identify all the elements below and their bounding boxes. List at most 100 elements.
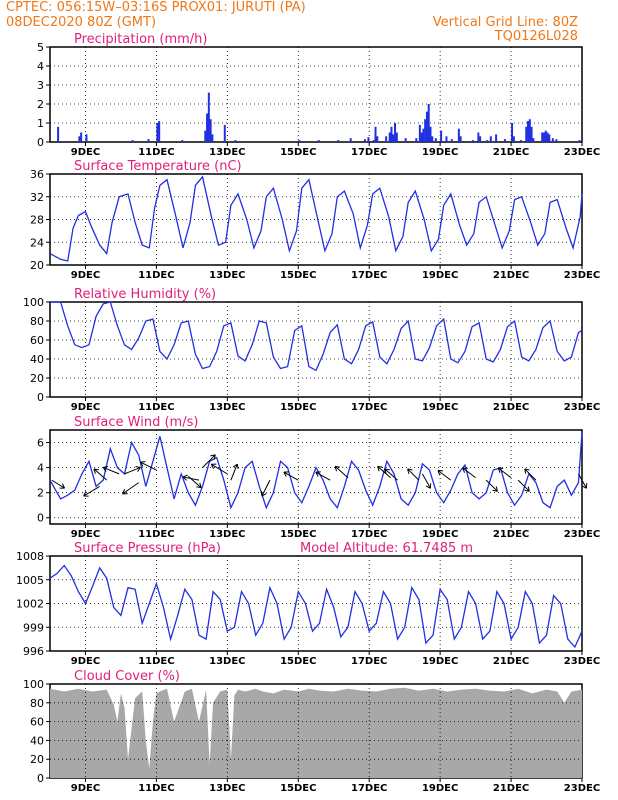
rh-ytick-label: 20	[30, 372, 44, 385]
cloud-cover-area	[50, 687, 582, 778]
wind-vector-head	[407, 468, 413, 474]
temp-xtick-label: 9DEC	[71, 270, 100, 281]
precip-bar	[519, 140, 522, 142]
wind-vector	[517, 479, 530, 492]
rh-xtick-label: 21DEC	[493, 402, 529, 413]
wind-vector	[182, 476, 200, 481]
temp-ytick-label: 28	[30, 214, 44, 227]
precip-bar	[204, 130, 207, 142]
precip-bar	[363, 139, 366, 142]
precip-bar	[376, 136, 379, 142]
wind-vector	[462, 467, 476, 479]
cloud-xtick-label: 17DEC	[351, 783, 387, 794]
wind-vector-head	[497, 467, 504, 473]
precip-bar	[530, 126, 533, 142]
pressure-xtick-label: 19DEC	[422, 656, 458, 667]
station-info: CPTEC: 056:15W–03:16S PROX01: JURUTI (PA…	[6, 0, 306, 15]
cloud-ytick-label: 60	[30, 716, 44, 729]
wind-vector-head	[232, 463, 239, 470]
wind-vector	[93, 468, 108, 481]
precip-bar	[429, 126, 432, 142]
precip-bar	[434, 138, 437, 142]
precip-bar	[528, 119, 531, 142]
temp-xtick-label: 13DEC	[209, 270, 245, 281]
pressure-xtick-label: 9DEC	[71, 656, 100, 667]
precip-bar	[337, 140, 340, 142]
wind-vector-head	[425, 483, 432, 489]
precip-bar	[234, 140, 237, 142]
precip-bar	[158, 121, 161, 142]
wind-vector-head	[334, 465, 341, 472]
wind-vector-head	[83, 491, 89, 497]
precip-xtick-label: 15DEC	[280, 147, 316, 158]
precip-bar	[489, 136, 492, 142]
temp-ytick-label: 36	[30, 168, 44, 181]
rh-frame	[49, 301, 583, 398]
precip-xtick-label: 17DEC	[351, 147, 387, 158]
precip-bar	[404, 138, 407, 142]
precip-ytick-label: 2	[37, 98, 44, 111]
wind-xtick-label: 9DEC	[71, 529, 100, 540]
precip-bar	[156, 123, 159, 142]
precip-bar	[78, 136, 81, 142]
wind-vector-head	[492, 486, 498, 492]
wind-vector-head	[93, 468, 99, 474]
precip-ytick-label: 3	[37, 79, 44, 92]
wind-vector	[51, 479, 65, 489]
precip-bar	[527, 121, 530, 142]
wind-vector	[524, 468, 537, 481]
rh-xtick-label: 23DEC	[564, 402, 600, 413]
wind-ytick-label: 2	[37, 487, 44, 500]
wind-xtick-label: 17DEC	[351, 529, 387, 540]
cloud-xtick-label: 15DEC	[280, 783, 316, 794]
temp-xtick-label: 21DEC	[493, 270, 529, 281]
precip-bar	[418, 124, 421, 142]
cloud-xtick-label: 19DEC	[422, 783, 458, 794]
precip-bar	[367, 137, 370, 142]
precip-xtick-label: 11DEC	[138, 147, 174, 158]
precip-bar	[457, 128, 460, 142]
precip-bar	[372, 140, 375, 142]
wind-vector	[102, 467, 120, 475]
precip-bar	[57, 126, 60, 142]
wind-xtick-label: 15DEC	[280, 529, 316, 540]
precip-bar	[495, 134, 498, 142]
precip-bar	[374, 126, 377, 142]
wind-vector-head	[139, 461, 146, 467]
pressure-xtick-label: 15DEC	[280, 656, 316, 667]
precip-ytick-label: 0	[37, 136, 44, 149]
rh-line	[50, 301, 583, 372]
precip-bar	[390, 126, 393, 142]
wind-vector-head	[384, 468, 390, 474]
temp-ytick-label: 20	[30, 259, 44, 272]
pressure-xtick-label: 21DEC	[493, 656, 529, 667]
precip-bar	[427, 104, 430, 142]
precip-bar	[486, 140, 489, 142]
precip-bar	[385, 136, 388, 142]
cloud-xtick-label: 11DEC	[138, 783, 174, 794]
precip-bar	[525, 126, 528, 142]
precip-xtick-label: 13DEC	[209, 147, 245, 158]
precip-xtick-label: 19DEC	[422, 147, 458, 158]
wind-xtick-label: 23DEC	[564, 529, 600, 540]
wind-xtick-label: 13DEC	[209, 529, 245, 540]
precip-bar	[420, 132, 423, 142]
wind-vector	[140, 461, 157, 471]
precip-bar	[209, 119, 212, 142]
chart-header: CPTEC: 056:15W–03:16S PROX01: JURUTI (PA…	[0, 0, 618, 44]
vertical-grid-note: Vertical Grid Line: 80Z	[432, 15, 578, 30]
wind-ytick-label: 4	[37, 462, 44, 475]
precip-bar	[479, 136, 482, 142]
precip-bar	[512, 136, 515, 142]
precip-bar	[223, 124, 226, 142]
wind-vector	[315, 471, 331, 481]
precip-bar	[548, 134, 551, 142]
pressure-xtick-label: 23DEC	[564, 656, 600, 667]
wind-vector	[202, 454, 216, 468]
wind-vector	[334, 466, 349, 479]
cloud-ytick-label: 20	[30, 753, 44, 766]
rh-xtick-label: 11DEC	[138, 402, 174, 413]
precip-bar	[551, 138, 554, 142]
wind-vector-head	[182, 474, 188, 481]
temp-title: Surface Temperature (nC)	[74, 159, 242, 174]
